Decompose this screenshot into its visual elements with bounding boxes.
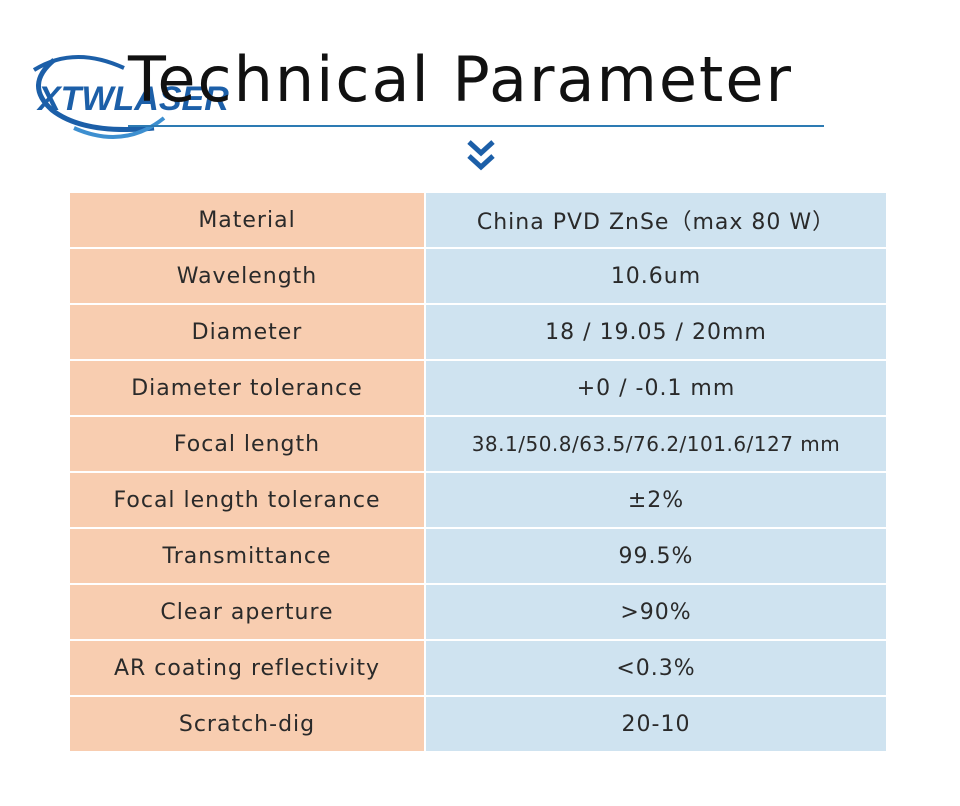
spec-value: <0.3% xyxy=(425,640,886,697)
spec-label: Clear aperture xyxy=(70,584,426,641)
spec-value: 20-10 xyxy=(425,696,886,751)
spec-value: >90% xyxy=(425,584,886,641)
table-row: Focal length tolerance ±2% xyxy=(70,472,886,529)
spec-table: Material China PVD ZnSe（max 80 W） Wavele… xyxy=(70,193,886,751)
spec-label: Focal length tolerance xyxy=(70,472,426,529)
brand-logo: XTWLASER xyxy=(14,40,294,150)
logo-graphic: XTWLASER xyxy=(32,55,229,139)
spec-value: 18 / 19.05 / 20mm xyxy=(425,304,886,361)
spec-value: China PVD ZnSe（max 80 W） xyxy=(425,193,886,249)
double-chevron-down-icon xyxy=(466,138,496,174)
table-row: Focal length 38.1/50.8/63.5/76.2/101.6/1… xyxy=(70,416,886,473)
spec-label: Diameter tolerance xyxy=(70,360,426,417)
spec-label: Material xyxy=(70,193,426,249)
title-underline xyxy=(128,125,824,127)
page-title: Technical Parameter xyxy=(128,43,793,116)
table-row: AR coating reflectivity <0.3% xyxy=(70,640,886,697)
logo-text: XTWLASER xyxy=(36,80,229,118)
spec-value: 10.6um xyxy=(425,248,886,305)
table-row: Clear aperture >90% xyxy=(70,584,886,641)
table-row: Transmittance 99.5% xyxy=(70,528,886,585)
spec-label: Focal length xyxy=(70,416,426,473)
spec-label: Transmittance xyxy=(70,528,426,585)
table-row: Material China PVD ZnSe（max 80 W） xyxy=(70,193,886,249)
spec-label: Diameter xyxy=(70,304,426,361)
spec-value: +0 / -0.1 mm xyxy=(425,360,886,417)
spec-value: 99.5% xyxy=(425,528,886,585)
spec-label: Scratch-dig xyxy=(70,696,426,751)
spec-value: 38.1/50.8/63.5/76.2/101.6/127 mm xyxy=(425,416,886,473)
table-row: Wavelength 10.6um xyxy=(70,248,886,305)
spec-label: AR coating reflectivity xyxy=(70,640,426,697)
table-row: Diameter 18 / 19.05 / 20mm xyxy=(70,304,886,361)
spec-label: Wavelength xyxy=(70,248,426,305)
spec-value: ±2% xyxy=(425,472,886,529)
table-row: Diameter tolerance +0 / -0.1 mm xyxy=(70,360,886,417)
table-row: Scratch-dig 20-10 xyxy=(70,696,886,751)
